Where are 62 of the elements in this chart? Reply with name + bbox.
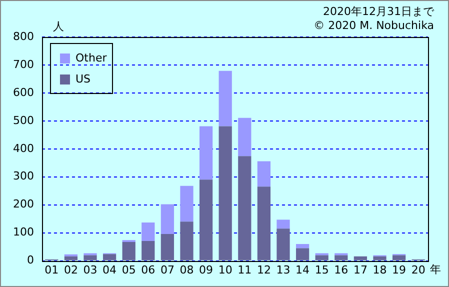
bar xyxy=(102,254,116,260)
bar xyxy=(218,70,232,126)
bar xyxy=(257,186,271,260)
bar xyxy=(296,248,310,260)
bar xyxy=(296,244,310,248)
y-tick-label: 500 xyxy=(12,114,34,127)
x-tick-label: 09 xyxy=(199,263,214,276)
x-tick-label: 14 xyxy=(296,263,310,276)
y-tick-label: 200 xyxy=(12,198,34,211)
legend-label: Other xyxy=(75,51,108,64)
bar xyxy=(142,240,155,260)
bar xyxy=(199,126,213,180)
bar xyxy=(180,186,194,222)
bar xyxy=(257,161,271,187)
bar xyxy=(142,222,155,241)
x-tick-label: 13 xyxy=(276,263,290,276)
bar xyxy=(199,180,213,260)
x-tick-label: 06 xyxy=(141,263,156,276)
x-tick-label: 15 xyxy=(314,263,329,276)
bar xyxy=(160,234,174,260)
text: © 2020 M. Nobuchika xyxy=(314,19,434,33)
x-tick-label: 04 xyxy=(102,263,117,276)
x-axis-title: 年 xyxy=(430,262,441,277)
x-tick-label: 18 xyxy=(372,263,387,276)
bar xyxy=(64,256,78,260)
bar xyxy=(180,222,194,260)
x-tick-label: 03 xyxy=(83,263,98,276)
y-tick-label: 800 xyxy=(12,30,34,43)
bar xyxy=(238,156,252,260)
y-tick-label: 300 xyxy=(12,170,34,183)
x-tick-label: 20 xyxy=(411,263,426,276)
bar xyxy=(218,126,232,260)
x-tick-label: 05 xyxy=(122,263,136,276)
text: 2020年12月31日まで xyxy=(322,5,434,19)
y-tick-label: 700 xyxy=(12,58,34,71)
legend-label: US xyxy=(75,72,91,86)
bar xyxy=(354,256,368,260)
x-tick-label: 11 xyxy=(238,263,252,276)
x-tick-label: 17 xyxy=(353,263,368,276)
y-tick-label: 100 xyxy=(12,226,34,239)
bar xyxy=(122,242,136,260)
y-tick-label: 400 xyxy=(12,142,34,155)
bar xyxy=(276,228,290,260)
bar xyxy=(160,204,174,234)
x-tick-label: 01 xyxy=(44,263,59,276)
bar xyxy=(334,255,348,260)
y-tick-label: 0 xyxy=(26,254,34,267)
bar xyxy=(238,118,252,156)
bar xyxy=(392,255,406,260)
bar xyxy=(315,255,328,260)
x-tick-label: 02 xyxy=(64,263,78,276)
bar xyxy=(276,220,290,229)
x-tick-label: 08 xyxy=(180,263,194,276)
bar xyxy=(373,256,386,260)
bar xyxy=(84,255,97,260)
x-tick-label: 07 xyxy=(160,263,174,276)
x-tick-label: 16 xyxy=(334,263,348,276)
x-tick-label: 10 xyxy=(218,263,232,276)
y-axis-title: 人 xyxy=(53,19,64,34)
x-tick-label: 19 xyxy=(392,263,406,276)
y-tick-label: 600 xyxy=(12,86,34,99)
x-tick-label: 12 xyxy=(256,263,271,276)
